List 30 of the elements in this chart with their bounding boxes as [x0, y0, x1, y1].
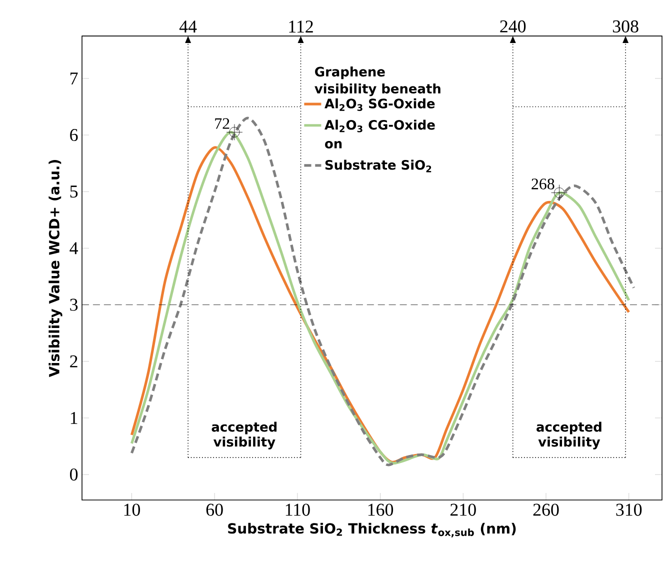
- x-tick-label: 10: [124, 504, 140, 516]
- annotation: accepted visibility: [536, 422, 602, 450]
- x2-tick-label: 44: [179, 20, 197, 32]
- annotation: on: [325, 141, 342, 148]
- y-axis-title: Visibility Value WCD+ (a.u.): [48, 160, 62, 378]
- legend-label: Al$_{2}$O$_{3}$ CG-Oxide: [324, 120, 435, 132]
- x-tick-label: 310: [616, 504, 642, 516]
- y-tick-label: 7: [70, 72, 78, 84]
- x2-tick-label: 112: [289, 20, 313, 32]
- annotation: 72: [215, 118, 230, 129]
- y-tick-label: 1: [70, 412, 78, 424]
- y-tick-label: 6: [70, 129, 78, 142]
- annotation: 268: [532, 178, 554, 190]
- x2-tick-label: 240: [500, 20, 526, 32]
- x-tick-label: 260: [533, 504, 559, 516]
- y-tick-label: 4: [70, 242, 78, 254]
- x-tick-label: 160: [368, 504, 394, 516]
- x-tick-label: 60: [206, 504, 223, 516]
- legend-title: Graphene visibility beneath: [314, 66, 440, 96]
- legend-label: Al$_{2}$O$_{3}$ SG-Oxide: [324, 98, 435, 111]
- y-tick-label: 5: [70, 186, 78, 198]
- x-axis-title: Substrate SiO$_{2}$ Thickness t$_{ox,sub}$ (nm): [228, 522, 516, 538]
- x-tick-label: 210: [450, 504, 476, 516]
- y-tick-label: 3: [70, 298, 78, 311]
- legend-label: Substrate SiO$_{2}$: [325, 160, 432, 172]
- x2-tick-label: 308: [612, 20, 638, 32]
- y-tick-label: 0: [70, 468, 78, 481]
- annotation: accepted visibility: [212, 422, 277, 450]
- x-tick-label: 110: [286, 504, 310, 516]
- y-tick-label: 2: [70, 355, 78, 368]
